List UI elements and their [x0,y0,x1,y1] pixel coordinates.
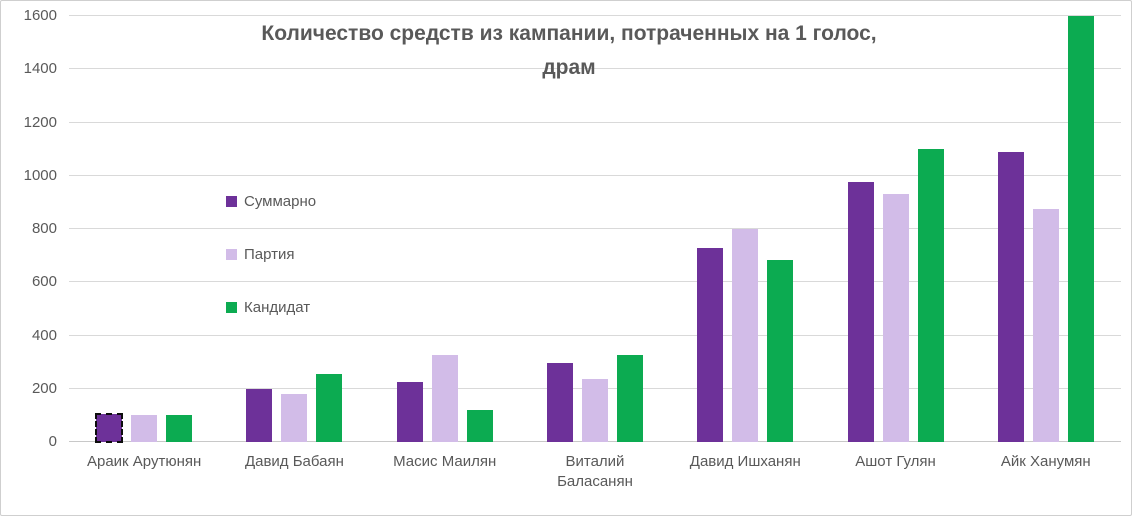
x-category-label: Айк Ханумян [971,452,1121,492]
bar-selected[interactable] [95,413,124,443]
gridline [69,228,1121,229]
bar[interactable] [767,259,794,442]
bar[interactable] [997,151,1024,442]
x-category-label-text: Давид Бабаян [244,453,344,470]
bar-group [219,16,369,442]
x-category-label: Виталий Баласанян [520,452,670,492]
bar-group [69,16,219,443]
legend-swatch-icon [226,196,237,207]
x-category-label-text: Ашот Гулян [855,453,936,470]
legend-swatch-icon [226,249,237,260]
bar[interactable] [396,382,423,442]
gridline [69,121,1121,123]
bar[interactable] [882,194,909,442]
y-tick-label: 1000 [23,166,57,184]
bars-container [69,16,1121,443]
bar[interactable] [616,355,643,442]
bar[interactable] [847,182,874,442]
y-tick-label: 600 [31,273,57,291]
gridline [69,174,1121,176]
bar-group [820,16,970,442]
bar[interactable] [281,394,308,442]
legend-item[interactable]: Партия [226,246,316,263]
bar-group [520,16,670,442]
bar-group [971,16,1121,442]
x-category-label-text: Айк Ханумян [1000,453,1091,470]
y-tick-label: 800 [31,220,57,237]
bar[interactable] [917,149,944,442]
bar[interactable] [316,374,343,442]
gridline [69,334,1121,336]
x-category-label-text: Давид Ишханян [689,453,801,470]
legend: Суммарно Партия Кандидат [226,193,316,352]
bar[interactable] [732,229,759,442]
x-category-label: Давид Бабаян [219,452,369,492]
bar-group [370,16,520,442]
legend-label: Партия [244,246,295,263]
y-tick-label: 400 [31,326,57,344]
bar[interactable] [1032,209,1059,442]
x-category-label-text: Виталий Баласанян [557,453,633,490]
x-category-label-text: Масис Маилян [393,453,497,470]
y-tick-label: 1600 [23,7,57,24]
x-category-label: Ашот Гулян [820,452,970,492]
bar[interactable] [246,388,273,442]
bar-group [670,16,820,442]
bar[interactable] [546,363,573,442]
x-category-label: Давид Ишханян [670,452,820,492]
bar[interactable] [1067,16,1094,442]
bar[interactable] [431,355,458,442]
bar[interactable] [697,247,724,442]
y-tick-label: 200 [31,379,57,397]
bar[interactable] [466,410,493,442]
legend-label: Кандидат [244,299,311,316]
bar[interactable] [581,379,608,442]
gridline [69,15,1121,16]
legend-item[interactable]: Суммарно [226,193,316,210]
y-tick-label: 1200 [23,113,57,131]
plot-area [69,15,1121,443]
x-category-label: Масис Маилян [370,452,520,492]
y-tick-label: 1400 [23,60,57,78]
legend-item[interactable]: Кандидат [226,299,316,316]
x-category-label: Араик Арутюнян [69,452,219,492]
legend-swatch-icon [226,302,237,313]
bar[interactable] [166,415,193,442]
x-axis-labels: Араик Арутюнян Давид Бабаян Масис Маилян Ви… [69,452,1121,492]
legend-label: Суммарно [244,193,317,210]
gridline [69,68,1121,70]
gridline [69,281,1121,283]
x-category-label-text: Араик Арутюнян [86,453,202,470]
bar[interactable] [131,415,158,442]
y-tick-label: 0 [48,433,57,450]
